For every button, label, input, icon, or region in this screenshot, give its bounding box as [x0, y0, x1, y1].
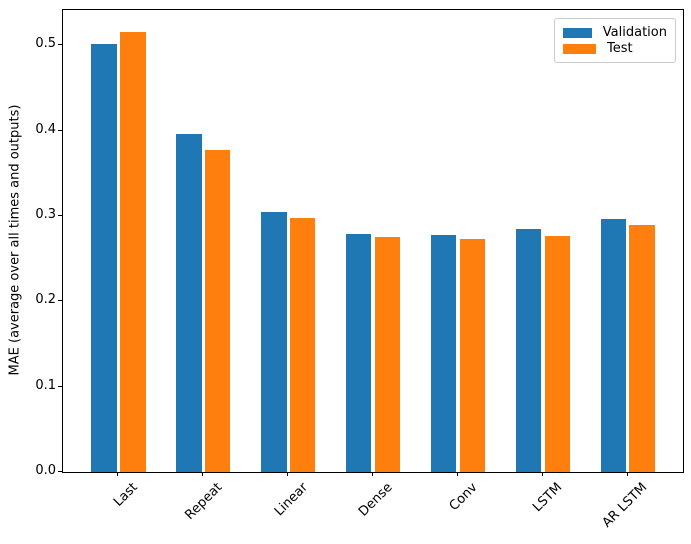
legend-label-test: Test [607, 41, 633, 56]
x-tick-label: Repeat [182, 480, 226, 523]
bar-validation-ar-lstm [600, 219, 626, 472]
y-tick-mark [58, 300, 62, 302]
x-tick-mark [202, 472, 204, 476]
validation-swatch [563, 27, 592, 38]
bar-test-dense [374, 237, 401, 472]
x-tick-label: Conv [446, 480, 481, 514]
test-swatch [563, 43, 596, 54]
x-tick-mark [117, 472, 119, 476]
y-tick-label: 0.2 [35, 292, 56, 308]
x-tick-mark [626, 472, 628, 476]
y-tick-label: 0.4 [35, 121, 56, 137]
bar-validation-last [91, 44, 117, 472]
plot-area: Validation Test [62, 9, 684, 473]
bar-test-conv [459, 239, 486, 472]
x-tick-label: AR LSTM [599, 480, 651, 531]
y-tick-mark [58, 214, 62, 216]
legend-item-test: Test [563, 41, 667, 56]
y-axis-title: MAE (average over all times and outputs) [7, 104, 23, 376]
legend-item-validation: Validation [563, 25, 667, 40]
y-tick-mark [58, 44, 62, 46]
y-tick-mark [58, 471, 62, 472]
bar-validation-dense [345, 233, 372, 472]
x-tick-label: LSTM [530, 480, 566, 516]
bar-test-linear [289, 217, 316, 472]
legend-label-validation: Validation [602, 25, 667, 40]
bar-validation-linear [261, 211, 287, 472]
legend: Validation Test [554, 18, 676, 63]
x-tick-label: Linear [271, 480, 311, 520]
bar-validation-repeat [176, 134, 202, 472]
y-tick-mark [58, 385, 62, 387]
bar-test-last [120, 31, 146, 472]
y-tick-label: 0.3 [35, 206, 56, 222]
x-tick-label: Last [111, 480, 141, 510]
y-tick-label: 0.1 [35, 377, 56, 393]
x-tick-mark [287, 472, 289, 476]
bar-validation-lstm [515, 228, 542, 472]
y-tick-mark [58, 129, 62, 131]
y-tick-label: 0.5 [35, 36, 56, 52]
x-tick-mark [372, 472, 373, 476]
x-tick-mark [541, 472, 543, 476]
x-tick-mark [456, 472, 458, 476]
y-tick-label: 0.0 [35, 463, 56, 478]
bar-test-lstm [544, 236, 570, 472]
bar-validation-conv [430, 234, 457, 472]
bar-test-repeat [204, 150, 231, 472]
bar-test-ar-lstm [629, 224, 655, 472]
x-tick-label: Dense [355, 480, 396, 520]
